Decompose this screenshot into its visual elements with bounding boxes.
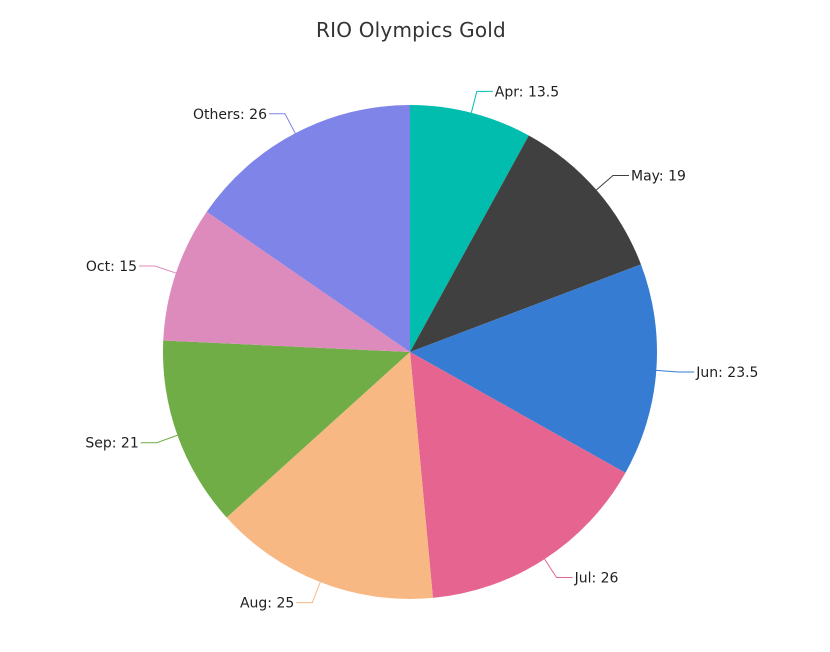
data-label-may: May: 19 [631,168,686,184]
leader-line-jul [544,558,573,579]
leader-line-others [268,113,296,134]
pie-slice-others[interactable] [206,105,410,352]
data-label-sep: Sep: 21 [85,436,138,452]
data-label-apr: Apr: 13.5 [495,84,559,100]
pie-slice-jul[interactable] [410,352,626,598]
leader-line-aug [296,581,321,604]
leader-line-jun [656,369,695,373]
leader-line-may [596,174,629,191]
pie-slice-oct[interactable] [163,211,410,352]
data-label-others: Others: 26 [193,107,267,123]
pie-slice-jun[interactable] [410,264,657,473]
data-label-jul: Jul: 26 [574,571,619,587]
data-label-aug: Aug: 25 [240,596,294,612]
leader-line-apr [470,90,493,113]
data-label-oct: Oct: 15 [86,259,137,275]
data-label-jun: Jun: 23.5 [695,365,758,381]
pie-slice-may[interactable] [410,135,641,352]
chart-title: RIO Olympics Gold [316,18,506,42]
leader-line-sep [140,434,178,444]
leader-line-oct [139,265,177,274]
pie-slice-aug[interactable] [226,352,433,599]
pie-slice-sep[interactable] [163,340,410,518]
pie-slice-apr[interactable] [410,105,529,352]
